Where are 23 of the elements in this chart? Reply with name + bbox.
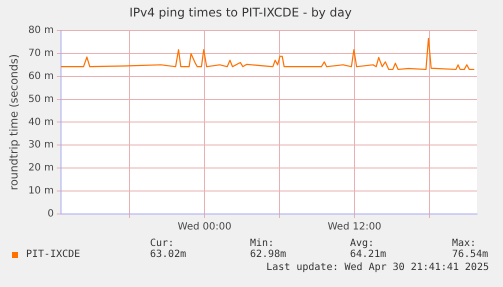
y-tick-label: 40 m (28, 116, 54, 128)
chart-title: IPv4 ping times to PIT-IXCDE - by day (129, 5, 352, 20)
text: Min: (250, 238, 274, 249)
y-tick-label: 0 (47, 208, 54, 220)
y-tick-label: 20 m (28, 162, 54, 174)
y-axis-title: roundtrip time (seconds) (7, 54, 20, 190)
text: Cur: (150, 238, 174, 249)
x-tick-label: Wed 00:00 (178, 222, 232, 233)
y-tick-label: 50 m (28, 94, 54, 105)
text: 62.98m (250, 249, 286, 260)
text: 76.54m (452, 249, 488, 260)
text: Max: (452, 238, 476, 249)
legend-label: PIT-IXCDE (26, 249, 80, 260)
text: Last update: Wed Apr 30 21:41:41 2025 (266, 262, 489, 273)
y-tick-label: 60 m (28, 70, 54, 82)
y-tick-label: 30 m (28, 140, 54, 151)
y-tick-label: 70 m (28, 48, 54, 59)
text: 64.21m (350, 249, 386, 260)
y-tick-label: 80 m (28, 24, 54, 36)
text: 63.02m (150, 249, 186, 260)
y-tick-label: 10 m (28, 186, 54, 197)
text: Avg: (350, 238, 374, 249)
x-tick-label: Wed 12:00 (328, 222, 382, 233)
